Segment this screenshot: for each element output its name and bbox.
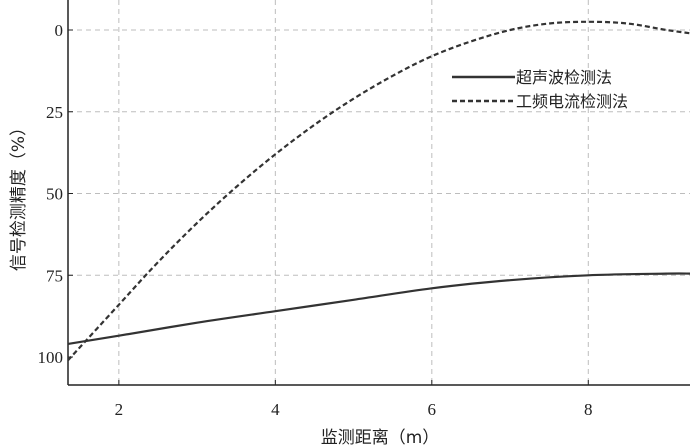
y-tick-label: 0	[55, 21, 64, 40]
y-tick-label: 75	[46, 266, 63, 285]
series-line-power-frequency	[67, 20, 690, 362]
series-line-ultrasonic	[67, 272, 690, 345]
x-tick-label: 4	[271, 400, 280, 419]
x-tick-label: 8	[584, 400, 593, 419]
grid-layer	[68, 0, 690, 385]
x-tick-label: 6	[428, 400, 437, 419]
y-tick-label: 50	[46, 185, 63, 204]
series-layer	[67, 20, 690, 362]
y-axis-label: 信号检测精度（%）	[9, 119, 29, 271]
axis-layer: 2 4 6 8 0 25 50 75 100	[38, 0, 690, 419]
y-tick-label: 25	[46, 103, 63, 122]
x-axis-label: 监测距离（m）	[321, 428, 440, 447]
x-tick-label: 2	[115, 400, 124, 419]
legend-label: 工频电流检测法	[516, 92, 628, 111]
legend-label: 超声波检测法	[516, 68, 612, 87]
y-tick-label: 100	[38, 348, 64, 367]
